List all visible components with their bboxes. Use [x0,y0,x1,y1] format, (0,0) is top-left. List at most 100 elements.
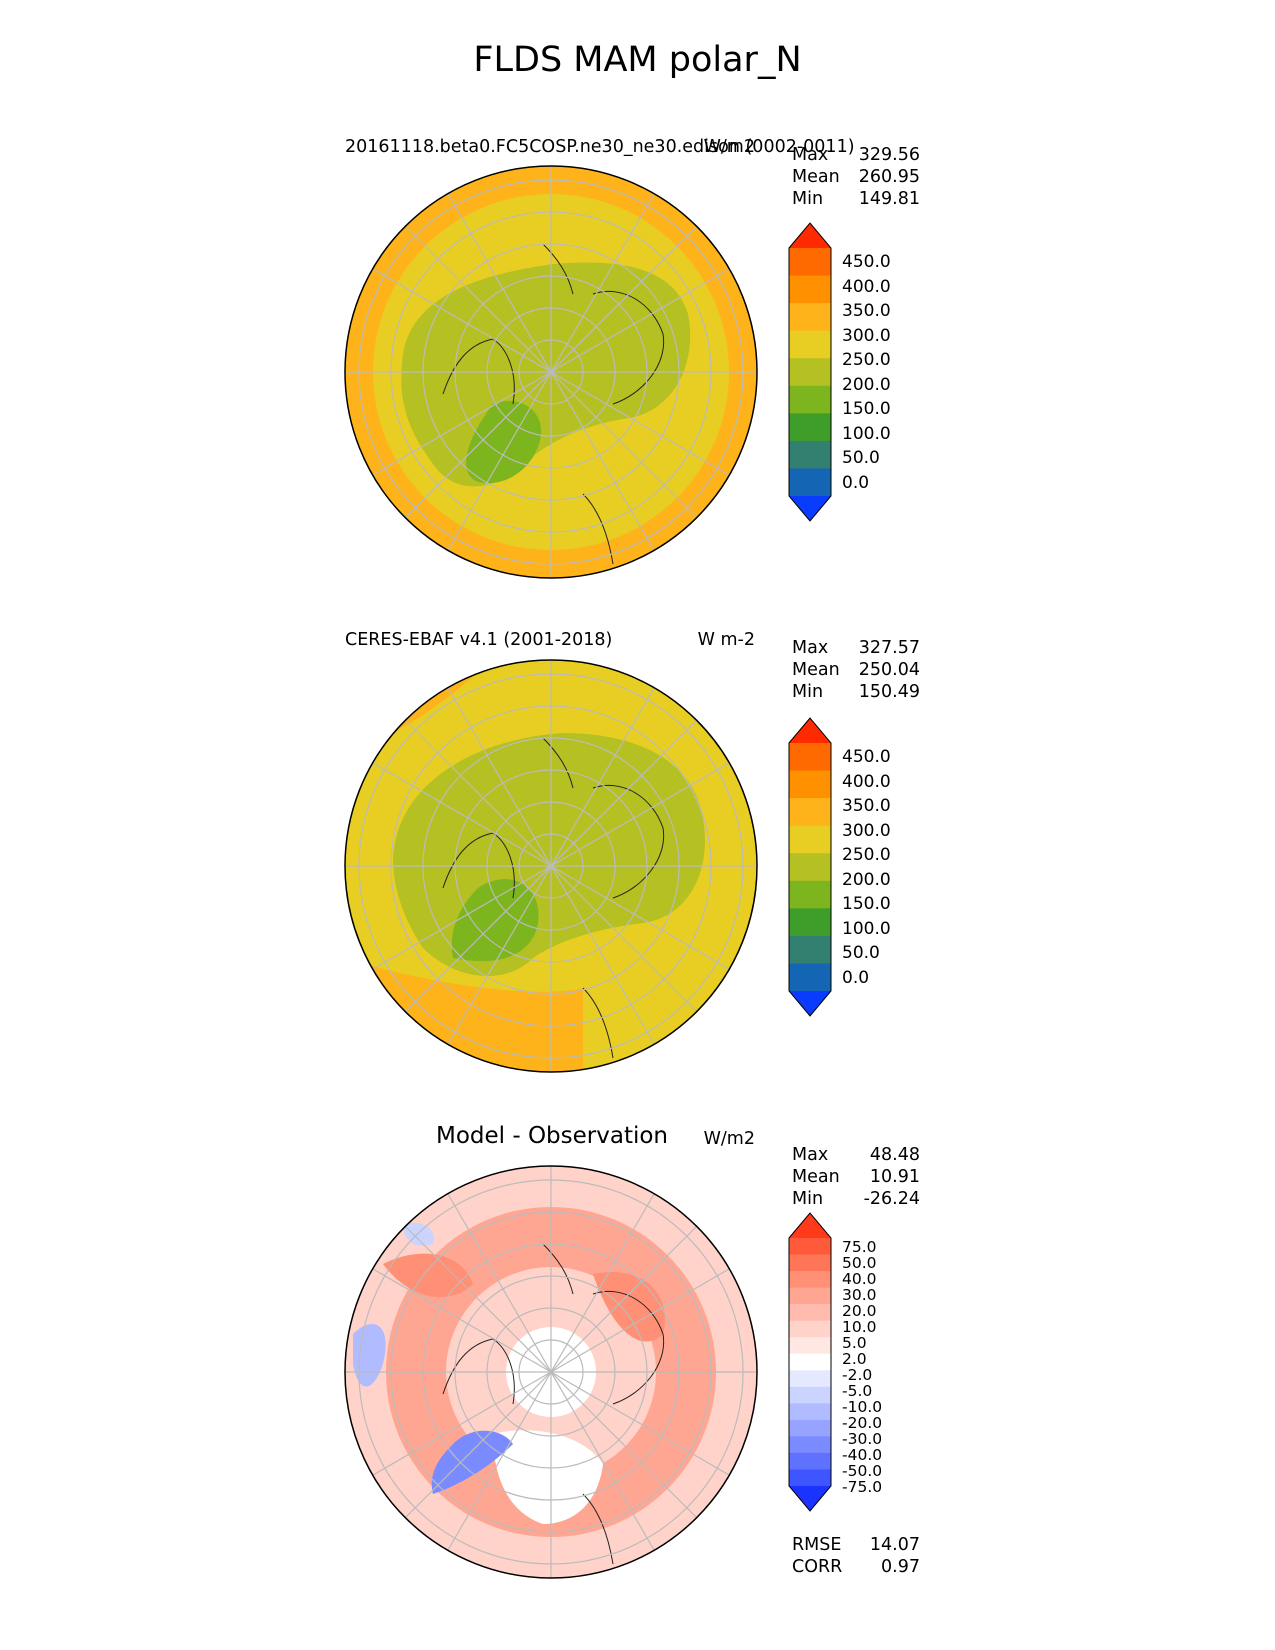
colorbar-tick-label: -10.0 [842,1398,883,1416]
positive-ne [593,1272,665,1342]
observation-panel: CERES-EBAF v4.1 (2001-2018) W m-2 Max 327… [0,625,1275,1105]
colorbar-segment [789,275,831,304]
colorbar-tick-label: 300.0 [842,820,891,841]
polar-map-model [344,165,758,579]
colorbar-segment [789,1353,831,1371]
colorbar-segment [789,1304,831,1322]
colorbar-tick-label: 5.0 [842,1334,867,1352]
colorbar-segment [789,440,831,469]
colorbar-tick-label: 50.0 [842,448,880,468]
min-value: 150.49 [858,682,920,702]
grid-lines [345,166,757,578]
colorbar-outline [788,717,832,1017]
map-boundary [344,1165,758,1579]
colorbar-segment [789,935,831,964]
colorbar-segment [789,223,831,248]
colorbar-tick-label: 75.0 [842,1238,877,1256]
colorbar-segment [789,496,831,521]
difference-panel: Model - Observation W/m2 Max 48.48 Mean 10… [0,1120,1275,1600]
stats-box: Max 327.57 Mean 250.04 Min 150.49 [792,637,920,703]
colorbar [788,717,838,1017]
colorbar-tick-label: 20.0 [842,1302,877,1320]
colorbar-outline [788,222,832,522]
colorbar-tick-label: 100.0 [842,423,891,444]
colorbar-tick-label: -75.0 [842,1478,883,1496]
min-value: 149.81 [858,189,920,209]
colorbar-tick-label: 200.0 [842,374,891,395]
panel-title: 20161118.beta0.FC5COSP.ne30_ne30.edison … [345,137,855,157]
colorbar [788,222,838,522]
colorbar-tick-label: 10.0 [842,1318,877,1336]
panel-units: W/m2 [703,1129,755,1149]
colorbar-tick-label: 400.0 [842,276,891,297]
colorbar-segment [789,248,831,277]
min-label: Min [792,1189,824,1209]
colorbar-segment [789,330,831,359]
colorbar-tick-label: 0.0 [842,472,870,493]
colorbar-svg [788,222,832,522]
panel-title: CERES-EBAF v4.1 (2001-2018) [345,630,613,650]
colorbar-segment [789,413,831,442]
colorbar-svg [788,717,832,1017]
positive-nw [383,1253,473,1298]
grid-lines [345,660,757,1072]
map-boundary [344,659,758,1073]
mean-label: Mean [792,167,840,187]
colorbar-segment [789,1469,831,1487]
colorbar-segment [789,1452,831,1470]
colorbar-tick-label: 30.0 [842,1286,877,1304]
colorbar-outline [788,1212,832,1512]
colorbar-segment [789,385,831,414]
colorbar [788,1212,838,1512]
colorbar-segment [789,908,831,937]
colorbar-tick-label: 200.0 [842,869,891,890]
colorbar-svg [788,1212,832,1512]
colorbar-segment [789,468,831,497]
colorbar-segment [789,1337,831,1355]
rmse-label: RMSE [792,1535,842,1555]
stats-box: Max 329.56 Mean 260.95 Min 149.81 [792,144,920,210]
negative-greenland [431,1430,513,1494]
colorbar-tick-label: 350.0 [842,796,891,816]
colorbar-tick-label: 450.0 [842,747,891,767]
colorbar-tick-label: 250.0 [842,845,891,865]
corr-value: 0.97 [881,1557,920,1577]
colorbar-segment [789,718,831,743]
colorbar-tick-label: 50.0 [842,1254,877,1272]
colorbar-segment [789,991,831,1016]
max-label: Max [792,145,829,165]
model-panel: 20161118.beta0.FC5COSP.ne30_ne30.edison … [0,130,1275,610]
mean-value: 260.95 [858,167,920,187]
colorbar-segment [789,358,831,387]
colorbar-segment [789,798,831,827]
colorbar-tick-label: 0.0 [842,967,870,988]
max-value: 327.57 [858,638,920,658]
colorbar-tick-label: -20.0 [842,1414,883,1432]
colorbar-segment [789,853,831,882]
min-value: -26.24 [863,1189,920,1209]
max-label: Max [792,1145,829,1165]
colorbar-segment [789,825,831,854]
colorbar-tick-label: 450.0 [842,252,891,272]
mean-label: Mean [792,660,840,680]
colorbar-tick-label: -40.0 [842,1446,883,1464]
colorbar-segment [789,1419,831,1437]
colorbar-tick-label: -30.0 [842,1430,883,1448]
mean-value: 10.91 [869,1167,920,1187]
colorbar-segment [789,1287,831,1305]
colorbar-segment [789,1386,831,1404]
white-sector [493,1430,603,1524]
colorbar-segment [789,1271,831,1289]
panel-title: Model - Observation [435,1123,669,1149]
colorbar-tick-label: 400.0 [842,771,891,792]
map-boundary [344,165,758,579]
max-value: 48.48 [869,1145,920,1165]
colorbar-segment [789,1320,831,1338]
colorbar-tick-label: 100.0 [842,918,891,939]
min-label: Min [792,682,824,702]
rmse-value: 14.07 [869,1535,920,1555]
colorbar-tick-label: 150.0 [842,894,891,914]
colorbar-tick-label: 150.0 [842,399,891,419]
panel-units: W/m2 [703,137,755,157]
colorbar-segment [789,880,831,909]
